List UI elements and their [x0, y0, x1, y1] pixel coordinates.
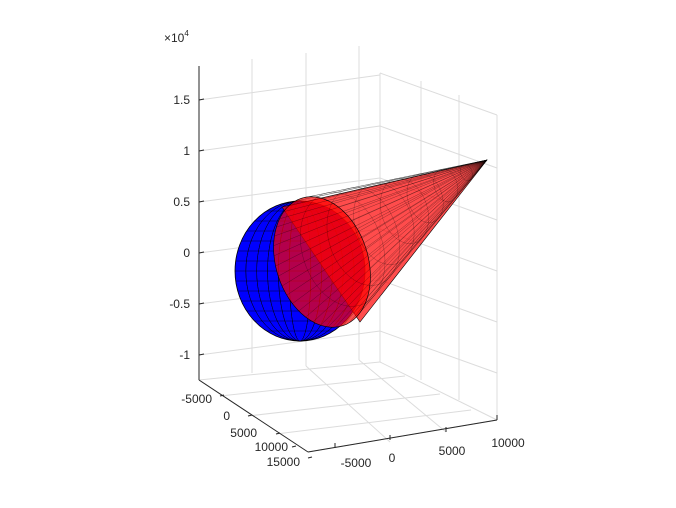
x-tick-label: -5000 — [181, 392, 212, 406]
cone-generator — [283, 159, 488, 212]
cone-generator — [298, 159, 488, 312]
cone-generator — [370, 159, 488, 279]
z-tick-label: 0.5 — [173, 195, 190, 209]
cone-generator — [286, 159, 488, 296]
cone-ring — [433, 168, 459, 203]
cone-generator — [361, 159, 488, 239]
cone-generator — [312, 159, 488, 323]
cone-ring — [353, 182, 415, 265]
z-tick-mark — [198, 149, 205, 152]
cone-generator — [357, 159, 488, 229]
z-ticks: -1 -0.5 0 0.5 1 1.5 — [169, 93, 205, 362]
x-tick-label: 15000 — [267, 455, 301, 469]
cone-generator — [320, 159, 488, 326]
cone-ring — [300, 191, 386, 307]
cone-generator — [351, 159, 488, 221]
x-tick-mark — [275, 432, 281, 435]
cone-generator — [308, 159, 488, 198]
z-tick-label: -0.5 — [169, 297, 190, 311]
x-tick-label: 10000 — [255, 440, 289, 454]
cone-generator — [328, 159, 488, 328]
cone-generator — [279, 159, 488, 219]
cone-generator — [274, 159, 488, 237]
y-tick-label: 0 — [389, 451, 396, 465]
y-tick-label: -5000 — [341, 456, 372, 470]
y-tick-label: 5000 — [439, 444, 466, 458]
z-exponent-label: ×104 — [164, 29, 189, 45]
cone-generator — [278, 159, 488, 277]
cone-generator — [335, 159, 488, 328]
cone-generator — [365, 159, 488, 248]
x-tick-mark — [291, 445, 297, 448]
z-tick-mark — [198, 200, 205, 203]
cone-generator — [273, 159, 488, 246]
cone-generator — [281, 159, 488, 287]
cone-ring — [326, 187, 400, 286]
cone-generator — [349, 159, 488, 323]
z-tick-mark — [198, 353, 205, 356]
cone-ring — [406, 173, 444, 223]
z-tick-label: 1 — [183, 144, 190, 158]
cone-generator — [305, 159, 488, 318]
cone-generator — [330, 159, 488, 203]
z-tick-mark — [198, 98, 205, 101]
y-tick-label: 10000 — [491, 436, 525, 450]
cone-generator — [315, 159, 488, 198]
x-tick-label: 5000 — [230, 426, 257, 440]
cone-ring — [380, 178, 429, 244]
x-tick-mark — [307, 456, 313, 459]
x-tick-label: 0 — [223, 409, 230, 423]
z-tick-label: 1.5 — [173, 93, 190, 107]
cone-generator — [338, 159, 488, 208]
surfaces — [234, 159, 488, 342]
cone-generator — [368, 159, 488, 259]
z-tick-label: 0 — [183, 246, 190, 260]
cone-generator — [275, 159, 488, 267]
cone-generator — [323, 159, 488, 199]
z-tick-label: -1 — [179, 348, 190, 362]
cone-generator — [345, 159, 488, 214]
cone-generator — [342, 159, 488, 326]
z-tick-mark — [198, 302, 205, 305]
axes-lines — [198, 66, 498, 453]
x-tick-mark — [219, 394, 225, 397]
cone-ring — [460, 164, 473, 182]
cone-generator — [292, 159, 488, 304]
x-tick-mark — [247, 414, 253, 417]
z-tick-mark — [198, 251, 205, 254]
cone-generator — [355, 159, 488, 319]
y-ticks: -5000 0 5000 10000 — [334, 415, 525, 470]
